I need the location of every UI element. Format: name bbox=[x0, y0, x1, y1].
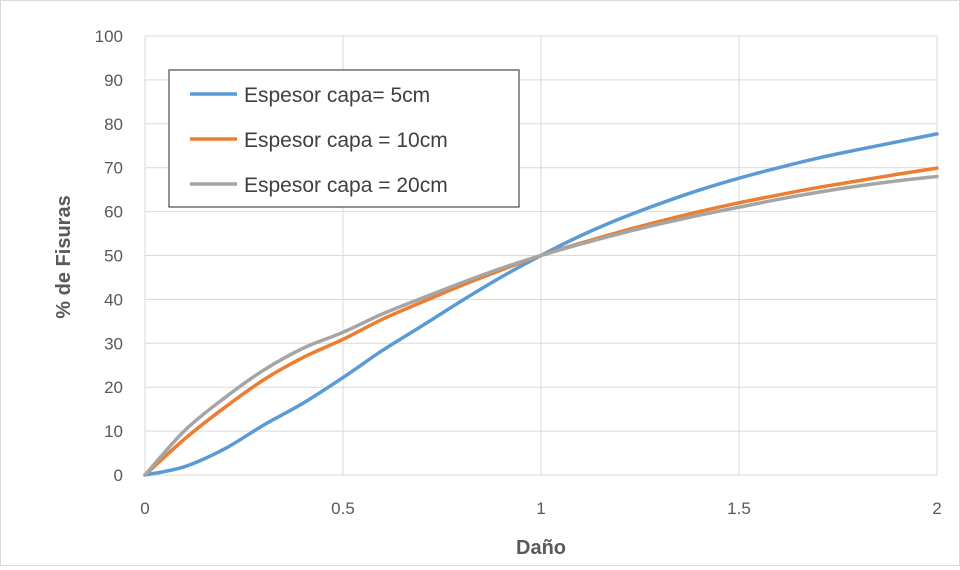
y-tick-label: 70 bbox=[104, 159, 123, 178]
x-tick-label: 1.5 bbox=[727, 499, 751, 518]
y-tick-label: 90 bbox=[104, 71, 123, 90]
x-tick-label: 0 bbox=[140, 499, 149, 518]
y-tick-label: 60 bbox=[104, 203, 123, 222]
y-tick-label: 100 bbox=[95, 27, 123, 46]
x-tick-label: 0.5 bbox=[331, 499, 355, 518]
x-tick-label: 2 bbox=[932, 499, 941, 518]
x-tick-label: 1 bbox=[536, 499, 545, 518]
legend-label-series-2: Espesor capa = 10cm bbox=[244, 129, 448, 152]
y-tick-label: 50 bbox=[104, 247, 123, 266]
y-axis-title: % de Fisuras bbox=[53, 195, 75, 318]
legend-label-series-3: Espesor capa = 20cm bbox=[244, 174, 448, 197]
y-tick-label: 10 bbox=[104, 422, 123, 441]
y-tick-label: 30 bbox=[104, 334, 123, 353]
legend-label-series-1: Espesor capa= 5cm bbox=[244, 84, 430, 107]
y-tick-label: 80 bbox=[104, 115, 123, 134]
x-axis-title: Daño bbox=[516, 537, 566, 559]
y-tick-label: 20 bbox=[104, 378, 123, 397]
legend: Espesor capa= 5cm Espesor capa = 10cm Es… bbox=[169, 70, 519, 207]
y-tick-label: 40 bbox=[104, 290, 123, 309]
y-tick-label: 0 bbox=[114, 466, 123, 485]
